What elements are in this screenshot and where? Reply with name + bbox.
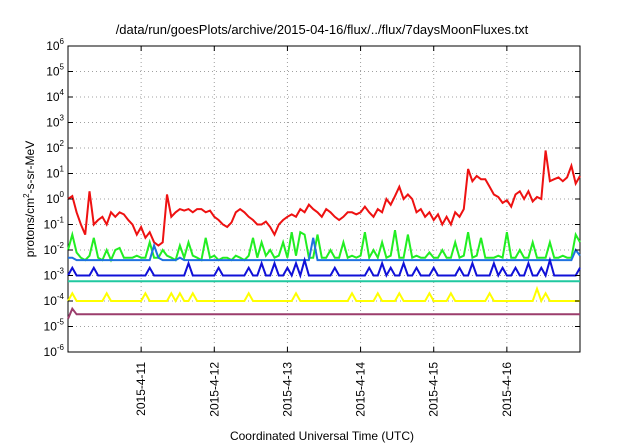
y-tick-label: 10-3: [44, 267, 65, 283]
x-tick-label: 2015-4-16: [500, 362, 514, 417]
y-tick-exponent: 0: [60, 190, 65, 199]
y-tick-exponent: 2: [60, 139, 65, 148]
y-tick-base: 10: [44, 294, 58, 308]
y-tick-label: 105: [46, 63, 64, 79]
y-tick-exponent: 3: [60, 114, 65, 123]
y-tick-label: 10-2: [44, 241, 65, 257]
y-tick-label: 101: [46, 165, 64, 181]
x-tick-label: 2015-4-15: [427, 362, 441, 417]
y-tick-exponent: -2: [57, 241, 65, 250]
y-tick-base: 10: [46, 65, 60, 79]
series-line-6: [67, 285, 580, 304]
y-tick-base: 10: [46, 192, 60, 206]
x-tick-label: 2015-4-13: [280, 362, 294, 417]
y-tick-label: 106: [46, 37, 64, 53]
y-tick-base: 10: [44, 269, 58, 283]
y-tick-base: 10: [46, 39, 60, 53]
y-tick-exponent: -4: [57, 292, 65, 301]
x-tick-label: 2015-4-14: [354, 362, 368, 417]
y-tick-exponent: -3: [57, 267, 65, 276]
y-tick-exponent: 4: [60, 88, 65, 97]
y-tick-base: 10: [44, 345, 58, 359]
y-tick-base: 10: [46, 167, 60, 181]
series-line-7: [67, 306, 580, 320]
y-tick-label: 103: [46, 114, 64, 130]
series-layer: [67, 150, 581, 320]
x-axis-ticks: 2015-4-11 2015-4-12 2015-4-13 2015-4-14 2015…: [134, 46, 514, 417]
series-line-1: [67, 150, 581, 247]
y-axis-ticks: 10-610-510-410-310-210-11001011021031041…: [44, 37, 580, 359]
y-tick-label: 10-5: [44, 318, 65, 334]
series-line-2: [67, 230, 581, 263]
y-tick-label: 102: [46, 139, 64, 155]
x-tick-label: 2015-4-11: [134, 362, 148, 416]
y-tick-base: 10: [46, 90, 60, 104]
y-tick-base: 10: [46, 141, 60, 155]
y-tick-label: 104: [46, 88, 64, 104]
y-axis-label: protons/cm2-s-sr-MeV: [22, 141, 37, 257]
chart-title: /data/run/goesPlots/archive/2015-04-16/f…: [116, 22, 529, 37]
y-tick-base: 10: [44, 320, 58, 334]
y-tick-exponent: -1: [57, 216, 65, 225]
y-tick-base: 10: [44, 243, 58, 257]
x-tick-label: 2015-4-12: [207, 362, 221, 417]
y-tick-base: 10: [46, 116, 60, 130]
y-tick-label: 100: [46, 190, 64, 206]
y-tick-exponent: -6: [57, 343, 65, 352]
y-tick-label: 10-4: [44, 292, 65, 308]
y-tick-base: 10: [44, 218, 58, 232]
y-tick-exponent: 1: [60, 165, 65, 174]
series-line-4: [67, 256, 581, 279]
y-tick-exponent: 5: [60, 63, 65, 72]
y-tick-label: 10-6: [44, 343, 65, 359]
y-tick-exponent: -5: [57, 318, 65, 327]
y-tick-exponent: 6: [60, 37, 65, 46]
x-axis-label: Coordinated Universal Time (UTC): [230, 429, 414, 443]
grid-lines: [68, 46, 580, 352]
y-tick-label: 10-1: [44, 216, 65, 232]
series-line-3: [68, 237, 581, 262]
